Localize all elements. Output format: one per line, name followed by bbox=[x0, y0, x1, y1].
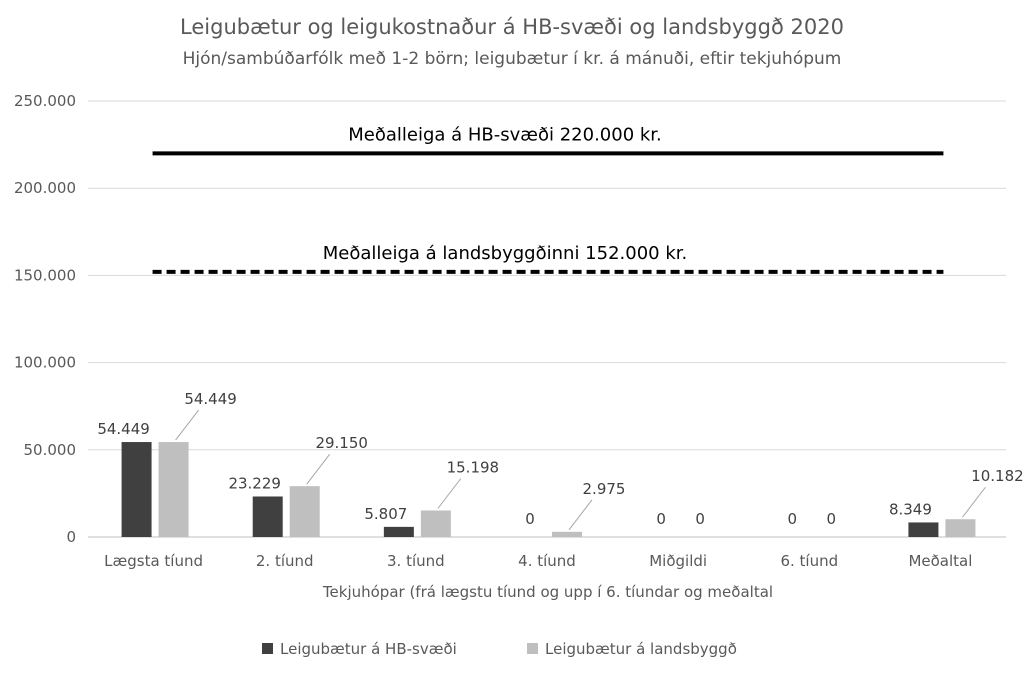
data-label-leader-line bbox=[437, 478, 462, 509]
data-label: 54.449 bbox=[184, 390, 237, 408]
data-label: 0 bbox=[788, 510, 798, 528]
bar bbox=[289, 486, 320, 537]
data-label: 0 bbox=[656, 510, 666, 528]
bar bbox=[945, 519, 976, 537]
data-label: 8.349 bbox=[889, 500, 932, 518]
y-tick-label: 250.000 bbox=[14, 92, 76, 110]
bar bbox=[383, 526, 414, 537]
y-tick-label: 150.000 bbox=[14, 266, 76, 284]
data-label: 0 bbox=[695, 510, 705, 528]
bar bbox=[420, 510, 451, 537]
x-axis-title: Tekjuhópar (frá lægstu tíund og upp í 6.… bbox=[322, 583, 773, 601]
data-label: 2.975 bbox=[583, 480, 626, 498]
x-tick-label: 2. tíund bbox=[256, 552, 314, 570]
data-label-leader-line bbox=[962, 486, 986, 518]
y-tick-label: 200.000 bbox=[14, 179, 76, 197]
x-tick-label: 6. tíund bbox=[780, 552, 838, 570]
data-label: 5.807 bbox=[364, 505, 407, 523]
chart-title: Leigubætur og leigukostnaður á HB-svæði … bbox=[180, 15, 844, 39]
reference-line-label: Meðalleiga á HB-svæði 220.000 kr. bbox=[348, 124, 662, 145]
chart-subtitle: Hjón/sambúðarfólk með 1-2 börn; leigubæt… bbox=[183, 49, 842, 69]
data-label: 0 bbox=[525, 510, 535, 528]
y-tick-label: 100.000 bbox=[14, 354, 76, 372]
legend-swatch bbox=[527, 643, 538, 654]
bar bbox=[552, 531, 582, 537]
reference-line-label: Meðalleiga á landsbyggðinni 152.000 kr. bbox=[323, 243, 687, 264]
legend-label: Leigubætur á HB-svæði bbox=[280, 640, 457, 658]
data-label-leader-line bbox=[568, 499, 593, 531]
x-tick-label: 4. tíund bbox=[518, 552, 576, 570]
x-tick-label: 3. tíund bbox=[387, 552, 445, 570]
data-label: 15.198 bbox=[447, 458, 500, 476]
data-label: 23.229 bbox=[228, 474, 281, 492]
y-tick-label: 50.000 bbox=[24, 441, 77, 459]
data-label: 54.449 bbox=[97, 420, 150, 438]
data-label-leader-line bbox=[175, 409, 199, 441]
bar bbox=[908, 522, 939, 537]
y-tick-label: 0 bbox=[66, 528, 76, 546]
bar bbox=[121, 442, 152, 537]
bar bbox=[252, 496, 283, 537]
data-label: 0 bbox=[827, 510, 837, 528]
bar bbox=[158, 442, 189, 537]
x-tick-label: Lægsta tíund bbox=[104, 552, 203, 570]
x-tick-label: Meðaltal bbox=[908, 552, 972, 570]
legend-swatch bbox=[262, 643, 273, 654]
legend-label: Leigubætur á landsbyggð bbox=[545, 640, 737, 658]
x-tick-label: Miðgildi bbox=[649, 552, 707, 570]
data-label-leader-line bbox=[306, 453, 331, 485]
data-label: 10.182 bbox=[971, 467, 1024, 485]
data-label: 29.150 bbox=[315, 434, 368, 452]
